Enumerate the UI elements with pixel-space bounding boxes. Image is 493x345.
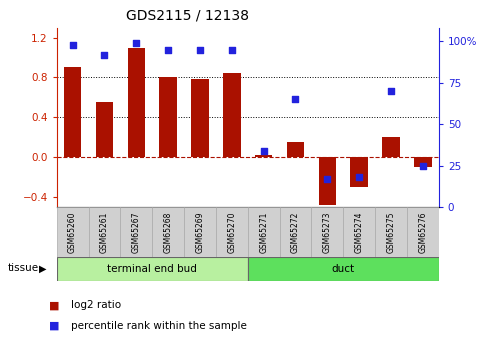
Text: GSM65269: GSM65269 bbox=[195, 211, 205, 253]
Bar bbox=[287, 142, 304, 157]
Bar bbox=[64, 68, 81, 157]
Bar bbox=[216, 207, 247, 257]
Text: GSM65260: GSM65260 bbox=[68, 211, 77, 253]
Bar bbox=[152, 207, 184, 257]
Point bbox=[260, 148, 268, 154]
Text: GSM65270: GSM65270 bbox=[227, 211, 236, 253]
Bar bbox=[120, 207, 152, 257]
Bar bbox=[159, 77, 177, 157]
Bar bbox=[184, 207, 216, 257]
Bar bbox=[343, 207, 375, 257]
Text: GSM65275: GSM65275 bbox=[387, 211, 395, 253]
Bar bbox=[414, 157, 431, 167]
Text: duct: duct bbox=[332, 264, 355, 274]
Bar bbox=[318, 157, 336, 205]
Point bbox=[419, 163, 427, 168]
Bar bbox=[255, 155, 273, 157]
Text: log2 ratio: log2 ratio bbox=[71, 300, 122, 310]
Point bbox=[69, 42, 76, 48]
Bar bbox=[351, 157, 368, 187]
Text: GDS2115 / 12138: GDS2115 / 12138 bbox=[126, 9, 249, 23]
Bar bbox=[128, 48, 145, 157]
Text: terminal end bud: terminal end bud bbox=[107, 264, 197, 274]
Point bbox=[132, 40, 140, 46]
Bar bbox=[280, 207, 312, 257]
Point bbox=[228, 47, 236, 52]
Bar bbox=[223, 73, 241, 157]
Text: ■: ■ bbox=[49, 300, 60, 310]
Text: GSM65276: GSM65276 bbox=[419, 211, 427, 253]
Point bbox=[355, 175, 363, 180]
Text: ■: ■ bbox=[49, 321, 60, 331]
Bar bbox=[191, 79, 209, 157]
Point bbox=[323, 176, 331, 181]
Bar bbox=[247, 257, 439, 281]
Text: GSM65273: GSM65273 bbox=[323, 211, 332, 253]
Text: percentile rank within the sample: percentile rank within the sample bbox=[71, 321, 247, 331]
Bar bbox=[312, 207, 343, 257]
Point bbox=[291, 97, 299, 102]
Text: tissue: tissue bbox=[7, 264, 38, 273]
Text: GSM65271: GSM65271 bbox=[259, 211, 268, 253]
Text: ▶: ▶ bbox=[39, 264, 47, 273]
Point bbox=[387, 88, 395, 94]
Bar bbox=[89, 207, 120, 257]
Bar bbox=[382, 137, 400, 157]
Bar bbox=[247, 207, 280, 257]
Text: GSM65272: GSM65272 bbox=[291, 211, 300, 253]
Text: GSM65267: GSM65267 bbox=[132, 211, 141, 253]
Bar bbox=[375, 207, 407, 257]
Bar bbox=[96, 102, 113, 157]
Text: GSM65268: GSM65268 bbox=[164, 211, 173, 253]
Point bbox=[196, 47, 204, 52]
Point bbox=[164, 47, 172, 52]
Point bbox=[101, 52, 108, 57]
Bar bbox=[57, 207, 89, 257]
Bar bbox=[57, 257, 247, 281]
Text: GSM65261: GSM65261 bbox=[100, 211, 109, 253]
Text: GSM65274: GSM65274 bbox=[354, 211, 364, 253]
Bar bbox=[407, 207, 439, 257]
